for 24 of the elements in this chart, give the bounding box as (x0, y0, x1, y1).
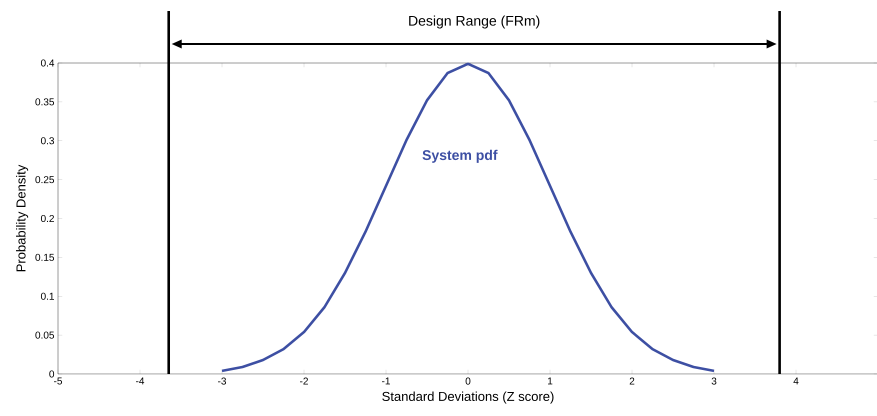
x-tick-label: 1 (548, 378, 552, 384)
x-tick-label: 0 (466, 378, 470, 385)
y-tick-label: 0.3 (40, 137, 54, 144)
y-axis-title: Probability Density (16, 164, 28, 272)
x-axis-title: Standard Deviations (Z score) (382, 391, 554, 404)
x-tick-label: -2 (300, 378, 308, 385)
x-tick-label: 4 (793, 378, 798, 384)
x-tick-label: 3 (712, 378, 716, 385)
x-tick-label: -5 (54, 378, 62, 385)
x-tick-label: -4 (136, 378, 144, 384)
y-tick-label: 0.25 (35, 176, 54, 184)
y-tick-label: 0.05 (35, 332, 54, 339)
text: Design Range (FRm) (409, 15, 540, 29)
y-tick-label: 0.15 (35, 254, 54, 261)
y-tick-label: 0.1 (40, 292, 54, 300)
x-tick-label: 2 (630, 378, 634, 385)
y-tick-label: 0 (49, 370, 54, 378)
y-tick-label: 0.2 (40, 214, 54, 222)
series-label: System pdf (422, 150, 498, 163)
y-tick-label: 0.35 (35, 98, 54, 106)
x-tick-label: -1 (382, 378, 390, 384)
x-tick-label: -3 (218, 378, 226, 385)
y-tick-label: 0.4 (40, 59, 54, 67)
line-series (220, 62, 716, 372)
